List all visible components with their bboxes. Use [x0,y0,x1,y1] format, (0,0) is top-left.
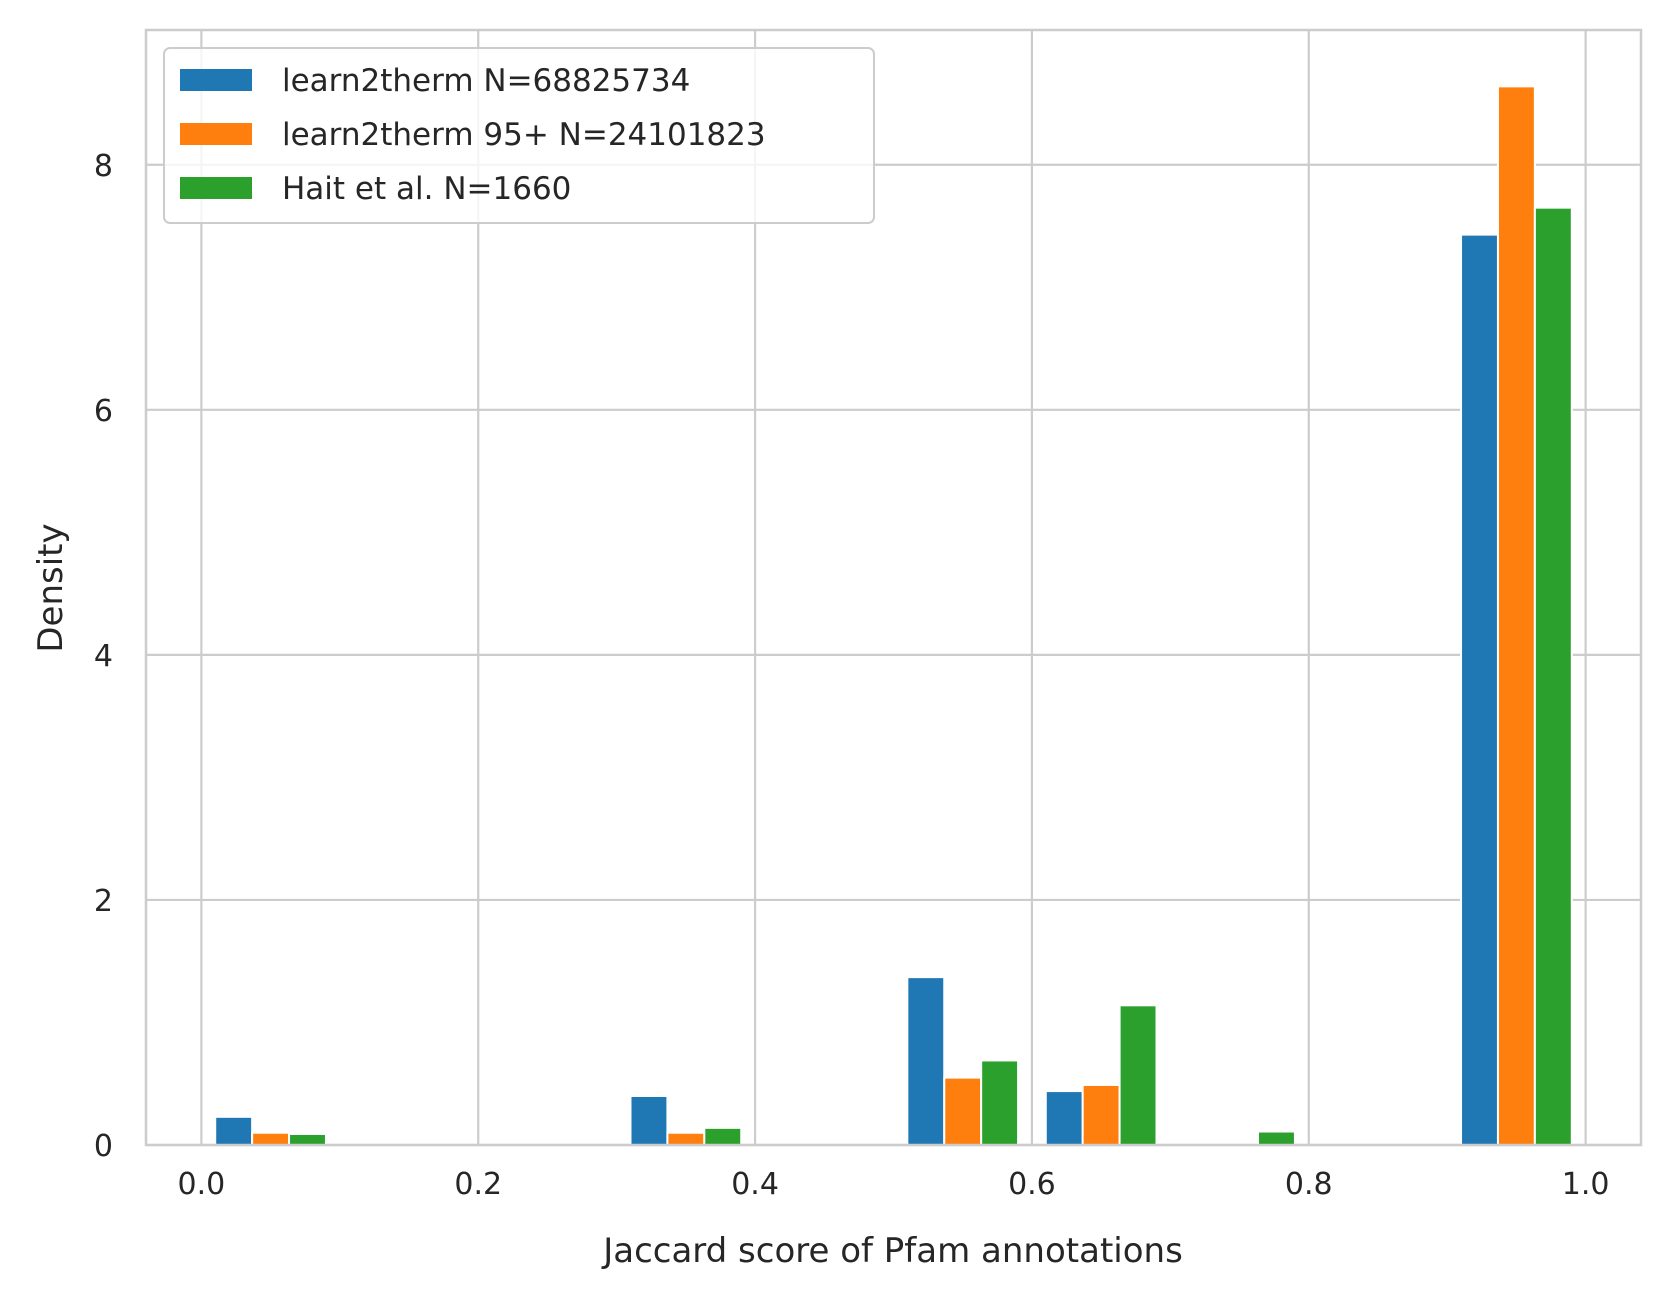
legend-label: learn2therm 95+ N=24101823 [282,117,766,153]
x-axis-ticks: 0.0 0.2 0.4 0.6 0.8 1.0 [178,1167,1610,1202]
legend-label: Hait et al. N=1660 [282,171,571,207]
y-tick-label: 2 [94,884,113,919]
bar [1118,1004,1158,1146]
bar [629,1094,669,1147]
legend-label: learn2therm N=68825734 [282,63,690,99]
y-axis-ticks: 0 2 4 6 8 [94,149,113,1164]
legend: learn2therm N=68825734 learn2therm 95+ N=… [163,47,875,224]
bar [943,1076,983,1146]
bar [1081,1083,1121,1147]
bar [703,1126,743,1147]
legend-swatch [180,123,252,145]
bar [980,1059,1020,1147]
x-tick-label: 0.0 [178,1167,226,1202]
bar [1257,1130,1296,1146]
y-tick-label: 4 [94,639,113,674]
bar [288,1132,327,1147]
legend-box [163,47,875,224]
bar [1044,1090,1084,1146]
bar [1460,233,1499,1147]
y-tick-label: 0 [94,1129,113,1164]
x-tick-label: 0.2 [454,1167,502,1202]
y-axis-label: Density [31,523,71,652]
bar [666,1131,706,1146]
bar [906,976,946,1147]
bar [1533,206,1573,1146]
x-tick-label: 0.8 [1285,1167,1333,1202]
x-tick-label: 0.6 [1008,1167,1056,1202]
y-tick-label: 6 [94,394,113,429]
x-tick-label: 0.4 [731,1167,779,1202]
bar [214,1115,254,1147]
x-axis-label: Jaccard score of Pfam annotations [601,1231,1183,1271]
bar [251,1131,291,1146]
plot-frame [144,28,1643,1147]
x-tick-label: 1.0 [1562,1167,1610,1202]
legend-swatch [180,177,252,199]
legend-swatch [180,69,252,91]
bars [214,85,1573,1147]
legend-items: learn2therm N=68825734 learn2therm 95+ N=… [180,63,766,207]
bar [1496,85,1536,1146]
y-tick-label: 8 [94,149,113,184]
